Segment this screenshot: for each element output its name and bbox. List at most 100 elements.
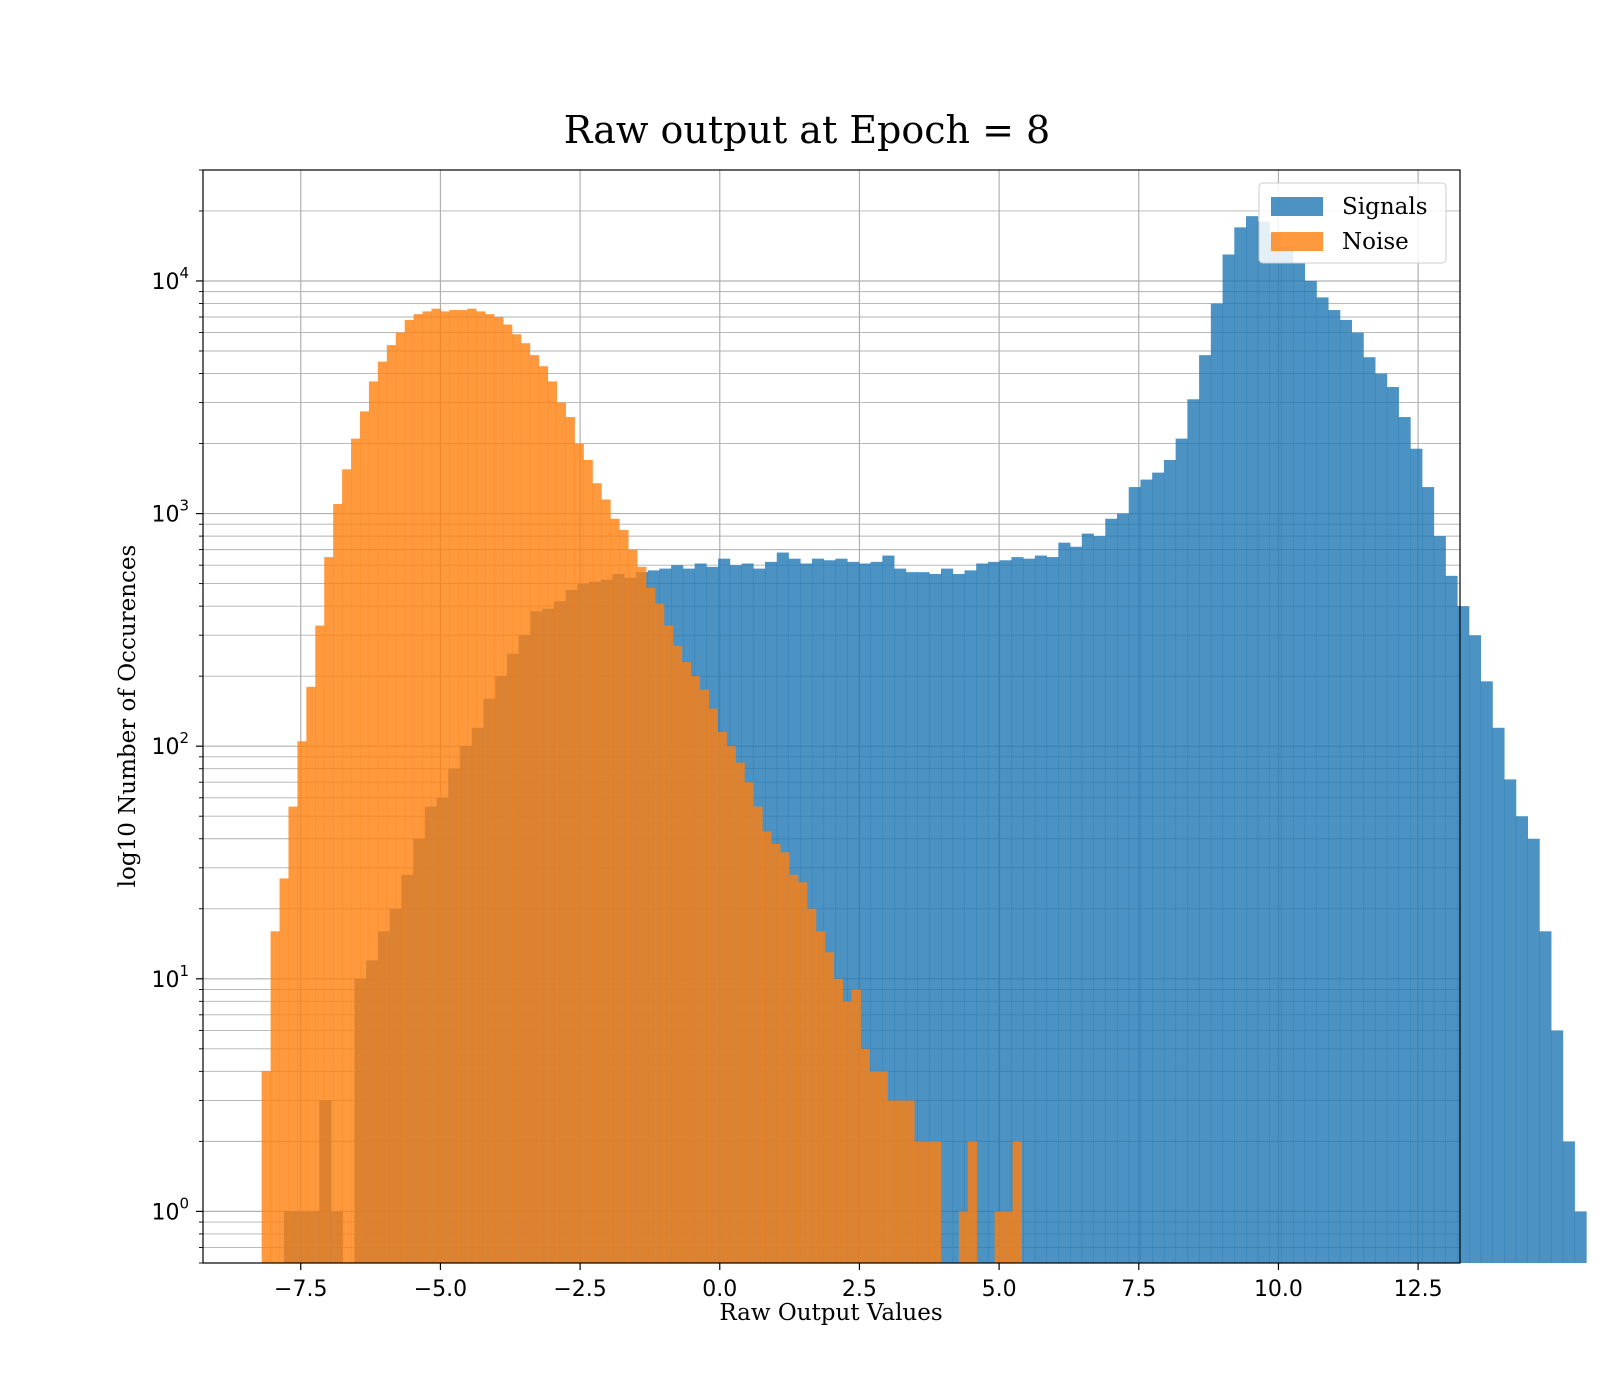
histogram-bar-signals	[1058, 542, 1071, 1263]
histogram-bar-signals	[1199, 355, 1212, 1263]
histogram-bar-signals	[1492, 727, 1505, 1263]
histogram-bar-noise	[815, 931, 826, 1263]
histogram-bar-signals	[1046, 557, 1059, 1263]
y-tick-label: 102	[151, 729, 189, 760]
histogram-bar-noise	[771, 843, 781, 1263]
histogram-bar-signals	[1316, 297, 1329, 1264]
histogram-bar-noise	[762, 831, 772, 1263]
histogram-bar-noise	[833, 978, 844, 1263]
histogram-bar-noise	[529, 355, 540, 1263]
histogram-bar-noise	[565, 417, 575, 1263]
histogram-bar-noise	[654, 603, 665, 1263]
y-tick-label: 104	[151, 264, 189, 295]
histogram-bar-signals	[999, 560, 1012, 1263]
histogram-bar-noise	[753, 806, 763, 1263]
histogram-bar-noise	[851, 989, 861, 1263]
histogram-bar-noise	[744, 782, 754, 1263]
histogram-bar-signals	[1081, 533, 1094, 1263]
histogram-bar-noise	[288, 806, 298, 1263]
histogram-bar-noise	[619, 530, 629, 1263]
histogram-bar-signals	[1023, 558, 1036, 1263]
histogram-bar-signals	[1398, 417, 1411, 1263]
histogram-bar-noise	[824, 952, 835, 1263]
histogram-bar-noise	[520, 343, 531, 1264]
histogram-bar-noise	[511, 334, 522, 1264]
histogram-bar-noise	[503, 324, 513, 1263]
histogram-bar-signals	[1433, 536, 1446, 1263]
histogram-bar-noise	[279, 878, 289, 1263]
histogram-bar-noise	[359, 411, 370, 1264]
histogram-bar-signals	[1152, 472, 1165, 1263]
histogram-bar-signals	[1105, 518, 1118, 1263]
histogram-bar-noise	[806, 908, 817, 1263]
histogram-bar-noise	[967, 1141, 978, 1263]
histogram-bar-noise	[905, 1100, 915, 1263]
histogram-bar-noise	[601, 499, 611, 1264]
histogram-bar-signals	[1210, 303, 1223, 1263]
histogram-bar-noise	[717, 732, 727, 1263]
histogram-bar-signals	[894, 568, 907, 1263]
histogram-bar-signals	[1011, 557, 1024, 1263]
histogram-bar-signals	[1163, 459, 1177, 1263]
chart-title: Raw output at Epoch = 8	[564, 108, 1050, 152]
histogram-bar-signals	[1187, 399, 1200, 1264]
histogram-bar-noise	[270, 931, 280, 1263]
histogram-bar-signals	[1457, 606, 1470, 1263]
histogram-bar-signals	[952, 573, 965, 1263]
histogram-bar-noise	[431, 308, 441, 1264]
histogram-bar-noise	[932, 1141, 942, 1263]
histogram-bar-signals	[1527, 838, 1540, 1263]
histogram-bar-noise	[896, 1100, 906, 1263]
plot-frame	[202, 169, 1461, 1264]
bars-layer	[261, 216, 1587, 1264]
histogram-bar-noise	[351, 438, 361, 1263]
histogram-bar-signals	[1539, 931, 1552, 1263]
histogram-bar-signals	[1375, 373, 1388, 1263]
histogram-bar-noise	[538, 366, 549, 1263]
histogram-bar-signals	[976, 563, 989, 1263]
x-tick-label: −7.5	[274, 1277, 327, 1302]
histogram-bar-signals	[1410, 448, 1423, 1263]
histogram-bar-signals	[905, 572, 918, 1263]
histogram-bar-noise	[958, 1211, 969, 1263]
x-tick-label: 7.5	[1121, 1277, 1156, 1302]
histogram-bar-noise	[574, 443, 584, 1263]
histogram-bar-signals	[1351, 332, 1364, 1263]
x-tick-label: 2.5	[842, 1277, 877, 1302]
histogram-bar-noise	[324, 557, 334, 1263]
histogram-bar-signals	[1328, 310, 1341, 1264]
legend-label-signals: Signals	[1342, 194, 1428, 220]
histogram-bar-noise	[699, 689, 709, 1263]
histogram-bar-noise	[672, 645, 683, 1263]
histogram-bar-noise	[681, 662, 692, 1263]
histogram-bar-noise	[440, 311, 450, 1263]
x-tick-label: 5.0	[982, 1277, 1017, 1302]
histogram-bar-noise	[261, 1071, 271, 1263]
histogram-bar-noise	[637, 566, 647, 1263]
histogram-bar-noise	[887, 1100, 897, 1263]
histogram-bar-signals	[1070, 546, 1083, 1263]
histogram-bar-signals	[1386, 387, 1399, 1263]
legend-label-noise: Noise	[1342, 229, 1409, 255]
legend-swatch-signals	[1271, 197, 1323, 216]
histogram-bar-noise	[610, 518, 620, 1263]
histogram-bar-noise	[914, 1141, 924, 1263]
legend-swatch-noise	[1271, 232, 1323, 251]
histogram-bar-noise	[422, 311, 432, 1263]
histogram-bar-noise	[413, 314, 423, 1264]
histogram-bar-signals	[929, 573, 942, 1263]
histogram-bar-noise	[297, 741, 307, 1263]
histogram-bar-signals	[987, 561, 1001, 1263]
histogram-bar-noise	[333, 503, 343, 1264]
histogram-bar-noise	[789, 874, 799, 1263]
histogram-bar-signals	[1422, 487, 1435, 1263]
x-tick-label: 10.0	[1254, 1277, 1303, 1302]
histogram-bar-noise	[860, 1048, 870, 1263]
histogram-bar-noise	[306, 686, 316, 1263]
histogram-bar-noise	[449, 310, 459, 1264]
histogram-bar-noise	[842, 1001, 853, 1263]
histogram-bar-signals	[1175, 438, 1188, 1263]
histogram-bar-noise	[395, 332, 406, 1263]
legend: Signals Noise	[1258, 182, 1447, 264]
histogram-bar-noise	[923, 1141, 933, 1263]
